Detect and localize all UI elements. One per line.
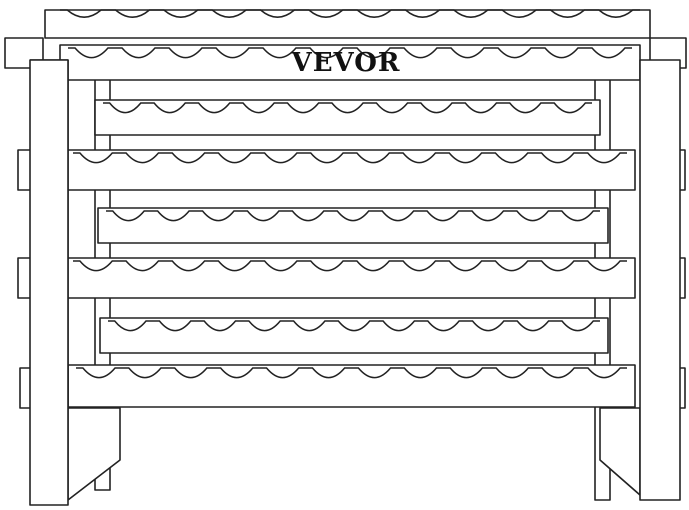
top-back-scallops bbox=[60, 9, 640, 18]
rail bbox=[67, 364, 636, 408]
rail bbox=[97, 207, 609, 244]
rail-scallops bbox=[73, 260, 627, 272]
rail-scallops bbox=[73, 152, 627, 164]
rail bbox=[64, 257, 636, 299]
rails bbox=[59, 9, 641, 408]
rail-scallops bbox=[68, 47, 632, 59]
back-left-post-top bbox=[4, 37, 44, 69]
rail-scallops bbox=[103, 102, 592, 114]
rail bbox=[64, 149, 636, 191]
rail bbox=[94, 99, 601, 136]
right-post bbox=[639, 59, 681, 501]
rail bbox=[99, 317, 609, 354]
front-frame bbox=[29, 59, 681, 506]
rail-scallops bbox=[106, 210, 600, 222]
rail-scallops bbox=[76, 367, 627, 379]
top-back-rail bbox=[44, 9, 651, 39]
left-post-face bbox=[29, 59, 69, 506]
rail-scallops bbox=[108, 320, 600, 332]
brand-logo: VEVOR bbox=[291, 48, 401, 78]
